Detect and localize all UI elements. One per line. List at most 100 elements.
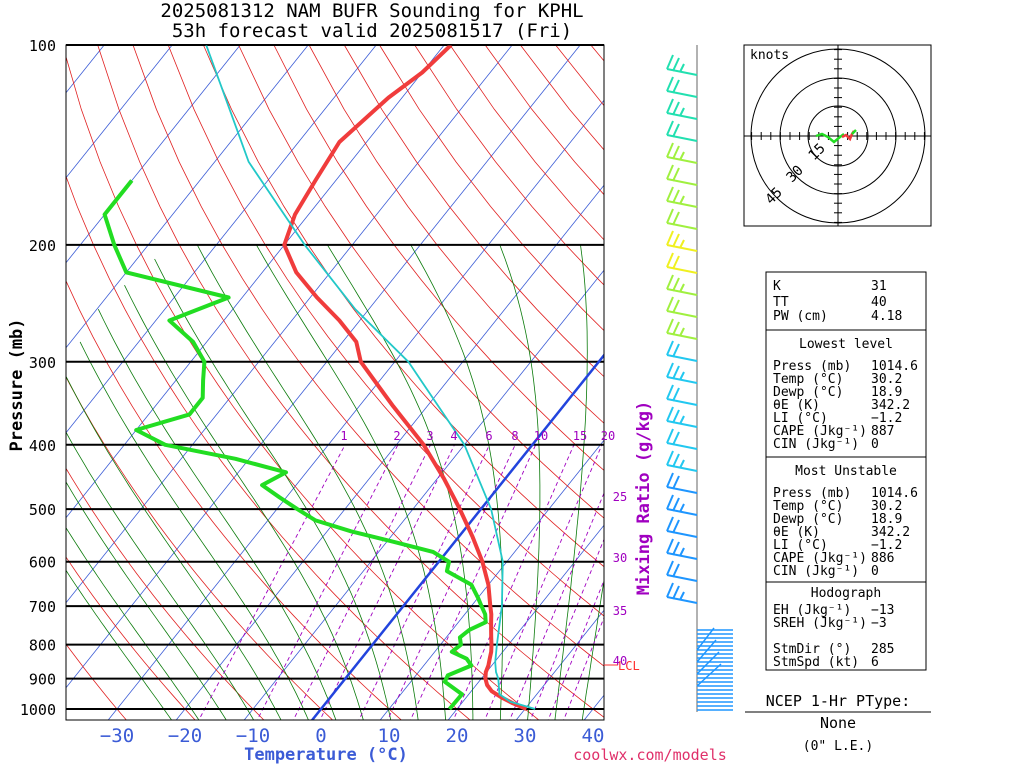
- temperature-tick-label: −30: [100, 725, 134, 747]
- wind-barb: [667, 297, 697, 317]
- mixing-ratio-line: [292, 445, 431, 723]
- moist-adiabat-line: [197, 245, 418, 723]
- wind-barb: [667, 583, 697, 603]
- moist-adiabat-line: [500, 245, 540, 723]
- wind-barb: [667, 407, 697, 427]
- k-value: 31: [871, 279, 887, 294]
- lowest-level-header: Lowest level: [799, 337, 893, 352]
- ptype-value: None: [820, 714, 856, 732]
- y-axis-label: Pressure (mb): [7, 318, 27, 451]
- temperature-tick-label: 10: [378, 725, 401, 747]
- dry-adiabat-line: [63, 45, 543, 723]
- isotherm-line: [0, 45, 512, 723]
- indices-table: K 31 TT 40 PW (cm) 4.18 Lowest level Pre…: [766, 272, 926, 670]
- wind-barb: [667, 451, 697, 471]
- wind-barb: [667, 517, 697, 537]
- pressure-tick-label: 700: [29, 598, 56, 616]
- mixing-ratio-line: [256, 445, 398, 723]
- mixing-ratio-line: [319, 445, 455, 723]
- wind-barb: [667, 253, 697, 273]
- lowest-row-value: 0: [871, 437, 879, 452]
- temperature-tick-label: −10: [236, 725, 270, 747]
- wind-barb: [667, 99, 697, 119]
- moist-adiabat-line: [80, 342, 310, 723]
- mixing-ratio-top-label: 2: [393, 429, 400, 443]
- wind-barb: [667, 187, 697, 207]
- wind-barb: [667, 473, 697, 493]
- mixing-ratio-axis-label: Mixing Ratio (g/kg): [634, 401, 654, 595]
- x-axis-label: Temperature (°C): [244, 745, 408, 765]
- mixing-ratio-line: [483, 445, 602, 723]
- temperature-tick-label: 30: [514, 725, 537, 747]
- wind-barb: [667, 495, 697, 515]
- wind-barb: [667, 121, 697, 141]
- mixing-ratio-side-label: 35: [613, 604, 627, 618]
- temperature-tick-label: 20: [446, 725, 469, 747]
- ptype-title: NCEP 1-Hr PType:: [766, 692, 911, 710]
- mixing-ratio-top-label: 20: [601, 429, 615, 443]
- mixing-ratio-line: [562, 445, 672, 723]
- mixing-ratio-top-label: 4: [450, 429, 457, 443]
- mixing-ratio-top-label: 6: [485, 429, 492, 443]
- most-unstable-header: Most Unstable: [795, 464, 897, 479]
- wind-barb: [667, 539, 697, 559]
- hodo-row-label: SREH (Jkg⁻¹): [773, 616, 867, 631]
- hodo-row-value: 6: [871, 655, 879, 670]
- hodo-row-value: −3: [871, 616, 887, 631]
- wind-barb: [667, 561, 697, 581]
- isobars: [66, 45, 604, 709]
- mixing-ratio-line: [508, 445, 624, 723]
- isotherm-line: [0, 45, 376, 723]
- hodograph-units: knots: [750, 48, 789, 63]
- wind-barb: [667, 385, 697, 405]
- tt-value: 40: [871, 295, 887, 310]
- sounding-traces: [105, 45, 641, 723]
- wind-barb: [667, 319, 697, 339]
- pw-label: PW (cm): [773, 309, 828, 324]
- hodograph: knots 15 30 45: [744, 45, 931, 226]
- pressure-tick-label: 1000: [20, 701, 56, 719]
- chart-title-line2: 53h forecast valid 2025081517 (Fri): [172, 20, 572, 42]
- wind-barbs: [667, 55, 733, 710]
- moist-adiabat-line: [59, 362, 283, 723]
- credit-text: coolwx.com/models: [573, 746, 727, 764]
- mixing-ratio-line: [529, 445, 642, 723]
- wind-barb: [667, 55, 697, 75]
- hodo-row-label: StmSpd (kt): [773, 655, 859, 670]
- pressure-tick-label: 800: [29, 637, 56, 655]
- tt-label: TT: [773, 295, 789, 310]
- pressure-tick-label: 500: [29, 501, 56, 519]
- chart-title-line1: 2025081312 NAM BUFR Sounding for KPHL: [160, 0, 583, 22]
- temperature-tick-label: −20: [168, 725, 202, 747]
- mixing-ratio-line: [197, 445, 345, 723]
- wind-barb: [667, 429, 697, 449]
- wind-barb: [667, 275, 697, 295]
- temperature-tick-label: 0: [315, 725, 326, 747]
- pw-value: 4.18: [871, 309, 902, 324]
- dry-adiabat-line: [415, 45, 1024, 723]
- pressure-tick-label: 200: [29, 237, 56, 255]
- unstable-row-value: 0: [871, 564, 879, 579]
- temperature-tick-labels: −30 −20 −10 0 10 20 30 40: [100, 725, 605, 747]
- isotherm-line: [0, 45, 308, 723]
- moist-adiabat-line: [125, 285, 365, 723]
- wind-barb: [667, 231, 697, 251]
- pressure-tick-label: 600: [29, 554, 56, 572]
- mixing-ratio-top-label: 3: [426, 429, 433, 443]
- ptype-sub: (0" L.E.): [803, 739, 873, 754]
- temperature-tick-label: 40: [582, 725, 605, 747]
- pressure-tick-label: 300: [29, 354, 56, 372]
- hodograph-header: Hodograph: [811, 586, 881, 601]
- mixing-ratio-top-label: 1: [340, 429, 347, 443]
- k-label: K: [773, 279, 781, 294]
- mixing-ratio-side-label: 25: [613, 490, 627, 504]
- dry-adiabat-line: [203, 45, 818, 723]
- mixing-ratio-top-label: 15: [573, 429, 587, 443]
- wind-barb: [667, 363, 697, 383]
- pressure-tick-label: 400: [29, 437, 56, 455]
- unstable-row-label: CIN (Jkg⁻¹): [773, 564, 859, 579]
- pressure-tick-label: 100: [29, 37, 56, 55]
- dry-adiabat-line: [450, 45, 1024, 723]
- mixing-ratio-side-label: 30: [613, 551, 627, 565]
